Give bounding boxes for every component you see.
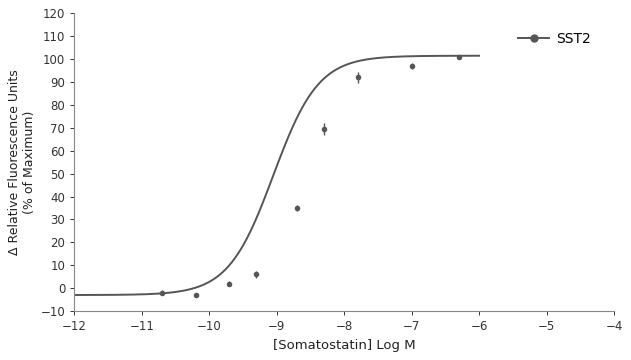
Legend: SST2: SST2	[513, 26, 596, 51]
X-axis label: [Somatostatin] Log M: [Somatostatin] Log M	[273, 339, 415, 352]
Y-axis label: Δ Relative Fluorescence Units
(% of Maximum): Δ Relative Fluorescence Units (% of Maxi…	[8, 69, 37, 255]
